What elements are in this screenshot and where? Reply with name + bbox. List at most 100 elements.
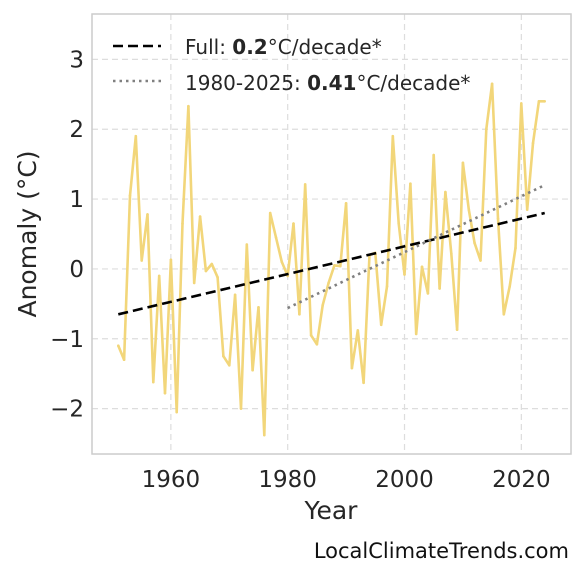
legend-label-full: Full: 0.2°C/decade* <box>185 35 382 59</box>
data-point <box>228 364 231 367</box>
data-point <box>438 287 441 290</box>
y-tick-label: 1 <box>69 187 84 213</box>
legend-full-suffix: °C/decade* <box>268 35 382 59</box>
data-point <box>222 354 225 358</box>
legend-recent-suffix: °C/decade* <box>356 71 470 95</box>
data-point <box>339 264 342 268</box>
x-tick-labels: 1960 1980 2000 2020 <box>142 467 551 493</box>
x-tick-label: 1980 <box>258 467 317 493</box>
legend-recent-value: 0.41 <box>307 71 356 95</box>
data-point <box>420 265 424 269</box>
x-axis-label: Year <box>304 496 359 525</box>
data-point <box>117 344 120 348</box>
data-point <box>239 407 243 410</box>
data-point <box>122 358 126 362</box>
data-point <box>268 211 272 215</box>
series-layer <box>117 82 546 437</box>
data-point <box>187 104 190 108</box>
data-point <box>467 208 471 211</box>
data-point <box>520 102 523 105</box>
data-point <box>455 328 459 332</box>
x-tick-label: 2000 <box>375 467 434 493</box>
data-point <box>292 222 295 225</box>
x-tick-label: 2020 <box>492 467 551 493</box>
data-point <box>315 343 319 346</box>
data-point <box>490 82 494 86</box>
data-point <box>169 258 173 262</box>
legend-full-prefix: Full: <box>185 35 232 59</box>
data-point <box>356 329 360 332</box>
trend-line-full <box>117 211 546 316</box>
data-point <box>263 433 266 437</box>
data-point <box>157 274 161 278</box>
data-point <box>204 269 208 273</box>
series-line-0 <box>117 82 545 437</box>
data-point <box>479 259 482 262</box>
data-point <box>257 306 260 309</box>
legend-recent-prefix: 1980-2025: <box>185 71 307 95</box>
data-point <box>327 281 330 285</box>
data-point <box>496 217 500 220</box>
anomaly-chart: 1960 1980 2000 2020 −2 −1 0 1 2 3 Year Anomaly (… <box>13 13 572 525</box>
data-point <box>414 332 418 336</box>
data-point <box>163 391 167 395</box>
data-point <box>426 292 430 295</box>
data-point <box>450 252 453 255</box>
data-point <box>134 134 138 138</box>
data-point <box>502 313 506 316</box>
data-point <box>397 222 401 225</box>
data-point <box>140 259 143 262</box>
data-point <box>379 323 383 327</box>
data-point <box>525 208 529 211</box>
data-point <box>321 303 325 307</box>
y-tick-label: 2 <box>69 117 84 143</box>
data-point <box>152 380 155 384</box>
trend-line-recent <box>287 183 546 310</box>
data-point <box>333 264 336 267</box>
y-tick-label: −1 <box>50 327 84 353</box>
data-point <box>146 213 149 216</box>
legend-label-recent: 1980-2025: 0.41°C/decade* <box>185 71 470 95</box>
data-point <box>216 276 219 279</box>
data-point <box>128 194 132 197</box>
data-point <box>280 260 284 264</box>
data-point <box>344 202 348 205</box>
data-point <box>543 100 546 103</box>
data-point <box>245 243 249 246</box>
data-point <box>531 141 535 145</box>
data-point <box>391 134 395 138</box>
y-tick-label: 3 <box>69 47 84 73</box>
data-point <box>309 334 313 337</box>
data-point <box>274 236 278 239</box>
data-point <box>485 127 488 131</box>
data-point <box>175 410 178 414</box>
data-point <box>385 285 389 288</box>
trend-layer <box>117 183 546 316</box>
data-point <box>508 285 512 288</box>
data-point <box>350 366 354 370</box>
legend: Full: 0.2°C/decade* 1980-2025: 0.41°C/de… <box>113 35 470 95</box>
data-point <box>409 182 412 185</box>
data-point <box>303 183 307 186</box>
data-point <box>362 381 365 385</box>
data-point <box>473 241 476 245</box>
data-point <box>251 368 254 372</box>
y-tick-label: −2 <box>50 397 84 423</box>
data-point <box>198 215 202 218</box>
x-tick-label: 1960 <box>142 467 201 493</box>
y-tick-labels: −2 −1 0 1 2 3 <box>50 47 84 422</box>
data-point <box>403 273 406 276</box>
data-point <box>432 153 436 157</box>
data-point <box>461 161 465 165</box>
y-axis-label: Anomaly (°C) <box>13 150 42 317</box>
data-point <box>181 222 184 225</box>
data-point <box>537 100 541 103</box>
data-point <box>233 293 237 297</box>
data-point <box>210 262 214 266</box>
legend-full-value: 0.2 <box>232 35 267 59</box>
grid <box>92 14 571 454</box>
data-point <box>514 246 517 250</box>
watermark: LocalClimateTrends.com <box>313 539 569 563</box>
data-point <box>444 190 447 194</box>
y-tick-label: 0 <box>69 257 84 283</box>
